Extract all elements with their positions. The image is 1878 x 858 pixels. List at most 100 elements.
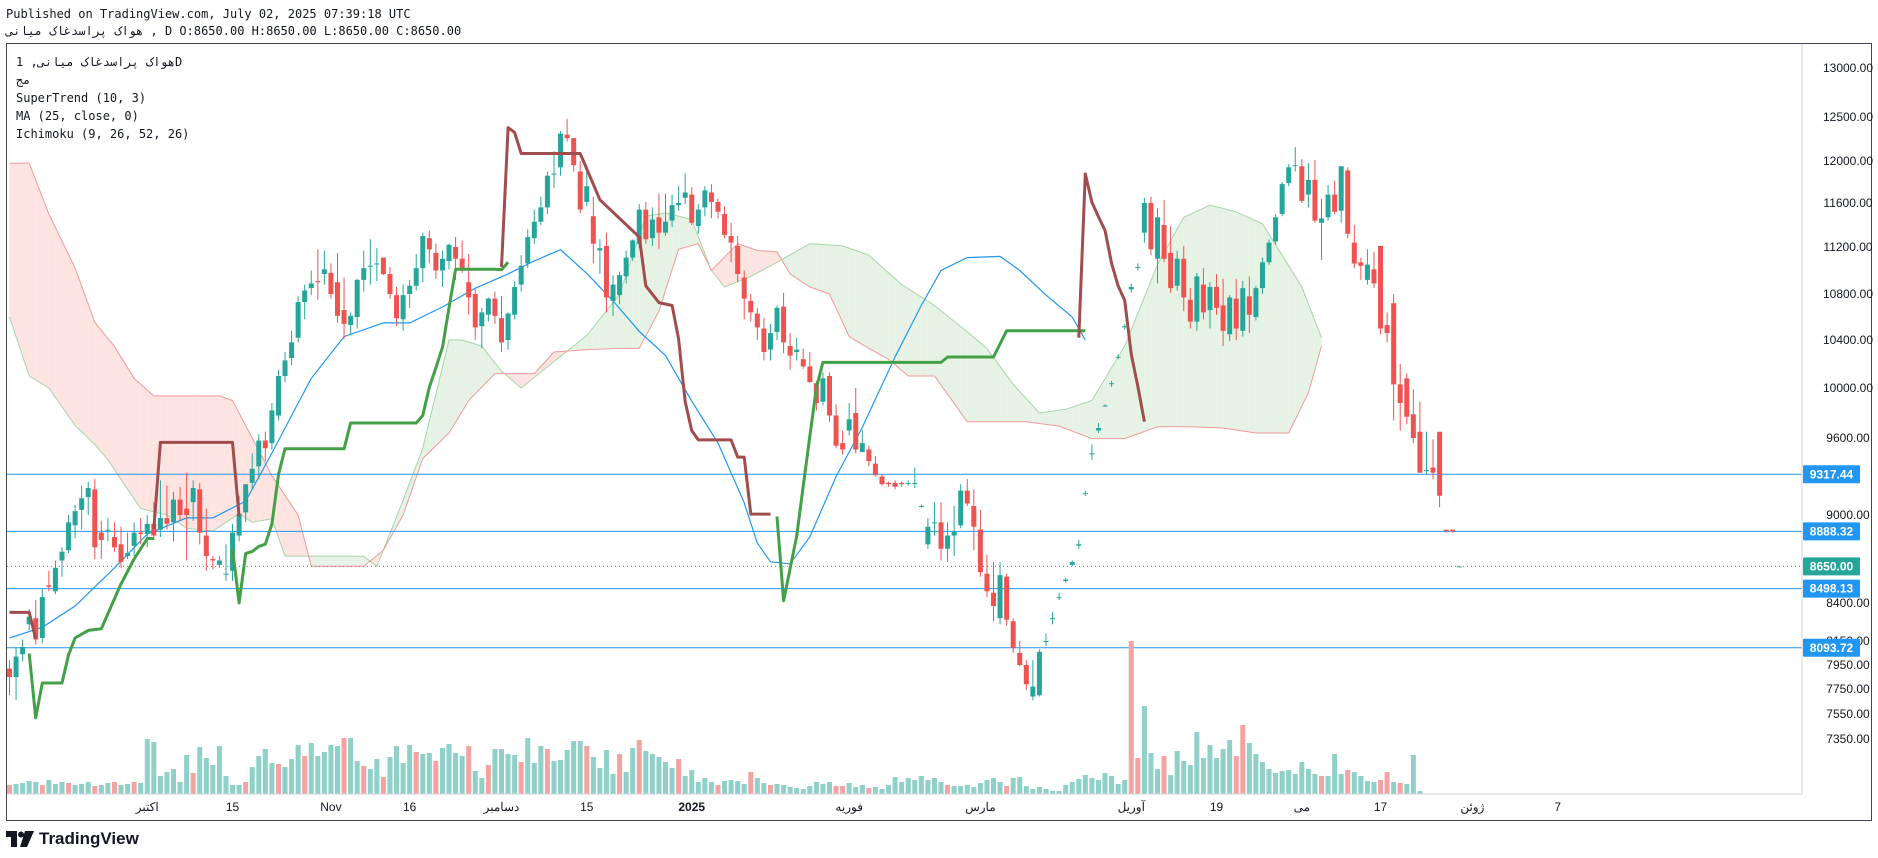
volume-bar bbox=[918, 776, 924, 794]
candle-body bbox=[1358, 262, 1364, 266]
volume-bar bbox=[394, 746, 400, 794]
candle-body bbox=[872, 463, 878, 476]
volume-bar bbox=[735, 781, 741, 794]
volume-bar bbox=[1214, 758, 1220, 794]
volume-bar bbox=[13, 784, 19, 794]
ichimoku-cloud-segment bbox=[849, 248, 856, 341]
volume-bar bbox=[505, 754, 511, 794]
candle-body bbox=[1299, 166, 1305, 201]
ichimoku-cloud-segment bbox=[986, 348, 994, 422]
volume-bar bbox=[1397, 783, 1403, 794]
ichimoku-cloud-segment bbox=[278, 485, 286, 557]
candle-body bbox=[13, 656, 19, 677]
volume-bar bbox=[269, 763, 275, 794]
candle-body bbox=[1181, 258, 1187, 298]
candle-body bbox=[1187, 299, 1193, 322]
candle-body bbox=[26, 616, 32, 625]
ichimoku-cloud-segment bbox=[547, 352, 554, 367]
candle-body bbox=[256, 440, 262, 467]
legend-ichimoku[interactable]: Ichimoku (9, 26, 52, 26) bbox=[16, 127, 190, 141]
candle-body bbox=[420, 236, 426, 269]
ichimoku-cloud-segment bbox=[1013, 384, 1020, 422]
price-badge: 8888.32 bbox=[1810, 524, 1854, 538]
volume-bar bbox=[853, 787, 859, 794]
candle-body bbox=[859, 443, 865, 453]
ichimoku-cloud-segment bbox=[140, 384, 148, 511]
candle-body bbox=[649, 219, 655, 239]
candle-body bbox=[1364, 264, 1370, 280]
volume-bar bbox=[1253, 754, 1259, 794]
candle-body bbox=[774, 307, 780, 332]
candle-body bbox=[1351, 242, 1357, 264]
ichimoku-cloud-segment bbox=[298, 515, 305, 557]
candle-body bbox=[1371, 269, 1377, 284]
candle-body bbox=[505, 313, 511, 340]
chart-pane[interactable] bbox=[6, 43, 1872, 821]
volume-bar bbox=[872, 787, 878, 794]
candle-body bbox=[1430, 467, 1436, 473]
ichimoku-cloud-segment bbox=[606, 302, 614, 349]
y-tick-label: 7950.00 bbox=[1826, 658, 1870, 672]
candle-body bbox=[387, 274, 393, 294]
ichimoku-cloud-segment bbox=[1085, 400, 1092, 439]
legend-supertrend[interactable]: SuperTrend (10, 3) bbox=[16, 91, 147, 105]
candle-body bbox=[912, 482, 918, 484]
volume-bar bbox=[144, 739, 150, 794]
legend-ma[interactable]: MA (25, close, 0) bbox=[16, 109, 139, 123]
volume-bar bbox=[1220, 749, 1226, 794]
candle-body bbox=[1010, 621, 1016, 649]
ichimoku-cloud-segment bbox=[107, 338, 115, 470]
volume-bar bbox=[656, 757, 662, 794]
candle-body bbox=[1423, 470, 1429, 472]
volume-bar bbox=[663, 762, 668, 794]
y-tick-label: 9000.00 bbox=[1826, 508, 1870, 522]
candle-body bbox=[1319, 218, 1324, 223]
candle-body bbox=[374, 263, 380, 265]
candle-body bbox=[630, 240, 636, 258]
candle-body bbox=[479, 312, 485, 327]
volume-bar bbox=[590, 757, 596, 794]
volume-bar bbox=[341, 738, 347, 794]
tradingview-logo-icon bbox=[6, 831, 34, 847]
ichimoku-cloud-segment bbox=[1196, 208, 1204, 428]
ichimoku-cloud-segment bbox=[291, 505, 299, 557]
x-tick-label: 19 bbox=[1210, 800, 1224, 814]
ichimoku-cloud-segment bbox=[416, 448, 423, 478]
volume-bar bbox=[997, 782, 1003, 794]
y-tick-label: 12500.00 bbox=[1823, 110, 1873, 124]
ichimoku-cloud-segment bbox=[265, 463, 272, 520]
legend-symbol[interactable]: هواک پراسدغاک میانی, 1D bbox=[16, 55, 183, 69]
candle-body bbox=[85, 488, 91, 498]
volume-bar bbox=[289, 759, 295, 794]
candle-body bbox=[695, 209, 701, 227]
ichimoku-cloud-segment bbox=[68, 254, 76, 426]
volume-bar bbox=[1069, 782, 1075, 794]
candle-body bbox=[525, 237, 531, 264]
volume-bar bbox=[472, 771, 478, 794]
ichimoku-cloud-segment bbox=[9, 163, 17, 337]
candle-body bbox=[1450, 529, 1456, 532]
ichimoku-cloud-segment bbox=[626, 254, 633, 349]
published-line: Published on TradingView.com, July 02, 2… bbox=[6, 7, 411, 21]
volume-bar bbox=[951, 786, 957, 794]
ichimoku-cloud-segment bbox=[1091, 389, 1099, 439]
candle-body bbox=[1141, 203, 1147, 233]
volume-bar bbox=[210, 765, 216, 794]
volume-bar bbox=[800, 789, 806, 794]
candle-body bbox=[315, 281, 321, 283]
candle-body bbox=[1168, 252, 1174, 289]
candle-body bbox=[1050, 618, 1056, 620]
volume-bar bbox=[105, 783, 111, 794]
candle-body bbox=[1004, 576, 1010, 620]
ichimoku-cloud-segment bbox=[1177, 217, 1184, 427]
volume-bar bbox=[649, 754, 655, 794]
volume-bar bbox=[256, 756, 262, 794]
price-badge-bg bbox=[1803, 522, 1860, 541]
volume-bar bbox=[846, 783, 852, 794]
ichimoku-cloud-segment bbox=[1078, 402, 1086, 437]
volume-bar bbox=[754, 778, 760, 794]
ichimoku-cloud-segment bbox=[842, 245, 850, 337]
tradingview-logo[interactable]: TradingView bbox=[6, 829, 139, 849]
volume-bar bbox=[584, 746, 590, 794]
